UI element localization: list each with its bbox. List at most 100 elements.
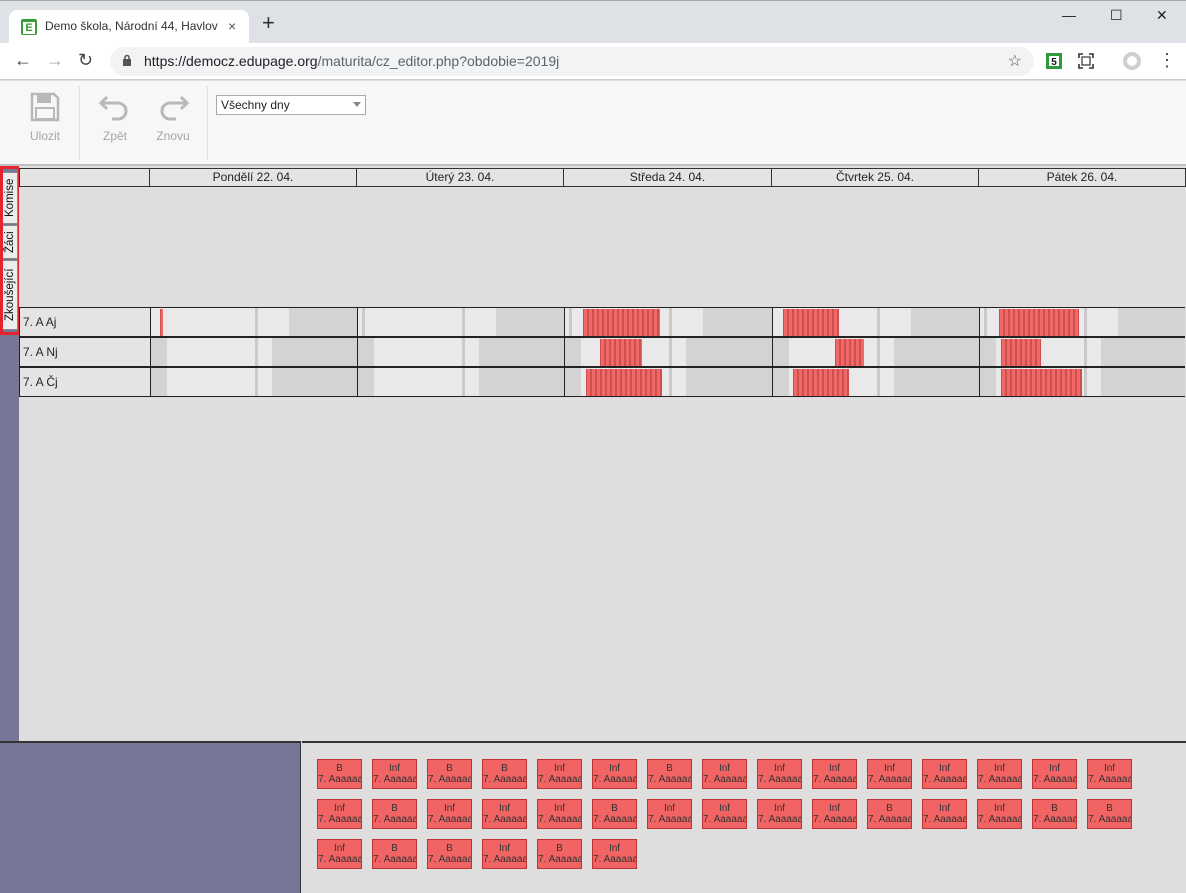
exam-block[interactable] — [1001, 339, 1041, 366]
exam-card[interactable]: B7. Aaaaaaa — [427, 839, 472, 869]
exam-card-student: 7. Aaaaaaa — [978, 774, 1021, 785]
exam-card[interactable]: B7. Aaaaaaa — [867, 799, 912, 829]
exam-card-student: 7. Aaaaaaa — [373, 814, 416, 825]
day-cell[interactable] — [565, 338, 773, 366]
profile-avatar-icon[interactable] — [1122, 51, 1142, 74]
forward-button[interactable]: → — [46, 50, 64, 70]
exam-card[interactable]: B7. Aaaaaaa — [482, 759, 527, 789]
day-cell[interactable] — [773, 338, 980, 366]
tab-close-icon[interactable]: × — [228, 18, 237, 34]
exam-block[interactable] — [783, 309, 839, 336]
unavailable-slot — [911, 308, 979, 336]
unavailable-slot — [894, 338, 979, 366]
exam-card[interactable]: B7. Aaaaaaa — [1032, 799, 1077, 829]
exam-card-subject: Inf — [718, 803, 731, 814]
day-cell[interactable] — [980, 338, 1185, 366]
exam-card-student: 7. Aaaaaaa — [1088, 774, 1131, 785]
day-cell[interactable] — [358, 368, 565, 396]
exam-card[interactable]: B7. Aaaaaaa — [647, 759, 692, 789]
unavailable-slot — [565, 368, 581, 396]
day-cell[interactable] — [565, 368, 773, 396]
window-close-button[interactable]: ✕ — [1156, 7, 1168, 23]
exam-card[interactable]: B7. Aaaaaaa — [427, 759, 472, 789]
extension-icon[interactable]: 5 — [1046, 53, 1062, 72]
day-cell[interactable] — [358, 338, 565, 366]
exam-card[interactable]: B7. Aaaaaaa — [592, 799, 637, 829]
exam-block[interactable] — [600, 339, 642, 366]
redo-label: Znovu — [156, 129, 190, 143]
back-button[interactable]: ← — [14, 50, 32, 70]
day-cell[interactable] — [773, 308, 980, 336]
exam-card-subject: B — [391, 803, 398, 814]
new-tab-button[interactable]: + — [262, 10, 275, 35]
exam-card-subject: B — [391, 843, 398, 854]
exam-card[interactable]: B7. Aaaaaaa — [372, 839, 417, 869]
day-cell[interactable] — [565, 308, 773, 336]
day-header: Úterý 23. 04. — [356, 168, 564, 187]
day-cell[interactable] — [151, 338, 358, 366]
save-button[interactable]: Ulozit — [17, 89, 73, 143]
day-cell[interactable] — [980, 368, 1185, 396]
redo-button[interactable]: Znovu — [145, 89, 201, 143]
exam-block[interactable] — [1001, 369, 1082, 396]
exam-block[interactable] — [160, 309, 163, 336]
day-cell[interactable] — [773, 368, 980, 396]
bookmark-star-icon[interactable]: ☆ — [1007, 53, 1022, 70]
break-marker — [462, 308, 465, 336]
unavailable-slot — [272, 368, 357, 396]
exam-card-student: 7. Aaaaaaa — [373, 774, 416, 785]
reload-button[interactable]: ↻ — [78, 50, 94, 70]
day-cell[interactable] — [358, 308, 565, 336]
undo-button[interactable]: Zpět — [87, 89, 143, 143]
address-bar[interactable]: https://democz.edupage.org/maturita/cz_e… — [110, 47, 1034, 76]
exam-card-student: 7. Aaaaaaa — [923, 814, 966, 825]
exam-block[interactable] — [835, 339, 864, 366]
exam-block[interactable] — [583, 309, 660, 336]
screenshot-extension-icon[interactable] — [1078, 53, 1094, 72]
day-cell[interactable] — [151, 308, 358, 336]
exam-card[interactable]: B7. Aaaaaaa — [537, 839, 582, 869]
minimize-button[interactable]: — — [1062, 7, 1076, 23]
chevron-down-icon — [353, 102, 361, 107]
exam-block[interactable] — [793, 369, 849, 396]
exam-block[interactable] — [999, 309, 1079, 336]
exam-card[interactable]: B7. Aaaaaaa — [372, 799, 417, 829]
exam-card[interactable]: B7. Aaaaaaa — [1087, 799, 1132, 829]
exam-card-subject: Inf — [553, 803, 566, 814]
exam-card-subject: Inf — [608, 843, 621, 854]
maximize-button[interactable]: ☐ — [1110, 7, 1123, 23]
day-cell[interactable] — [980, 308, 1185, 336]
undo-arrow-icon — [99, 95, 128, 121]
exam-card[interactable]: B7. Aaaaaaa — [317, 759, 362, 789]
browser-menu-icon[interactable]: ⋮ — [1158, 50, 1176, 70]
exam-block[interactable] — [586, 369, 662, 396]
day-filter-select[interactable]: Všechny dny — [216, 95, 366, 115]
day-cell[interactable] — [151, 368, 358, 396]
browser-tab[interactable]: E Demo škola, Národní 44, Havlov × — [9, 10, 249, 44]
exam-card-subject: Inf — [388, 763, 401, 774]
